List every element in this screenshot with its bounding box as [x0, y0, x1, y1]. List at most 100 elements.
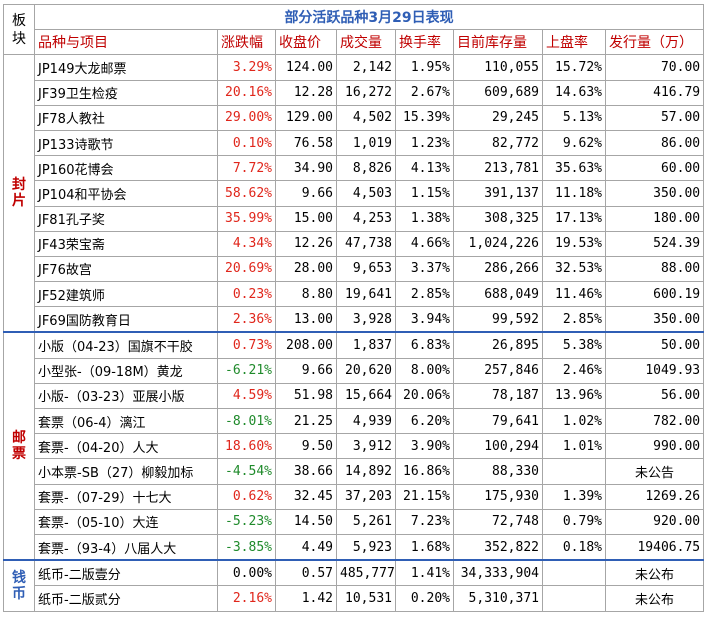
cell-stock: 1,024,226	[453, 230, 543, 257]
cell-turnover: 3.94%	[395, 306, 454, 333]
cell-stock: 29,245	[453, 104, 543, 131]
cell-turnover: 20.06%	[395, 382, 454, 410]
cell-listing: 14.63%	[542, 79, 606, 106]
cell-issue: 600.19	[604, 281, 705, 308]
cell-turnover: 1.15%	[395, 180, 454, 207]
cell-issue: 57.00	[604, 104, 705, 131]
cell-listing: 1.39%	[542, 483, 606, 510]
table-row: JP133诗歌节 0.10% 76.58 1,019 1.23% 82,772 9.62% 8…	[4, 129, 705, 157]
header-turnover: 换手率	[395, 29, 454, 56]
cell-change: 4.34%	[217, 230, 276, 257]
cell-change: 0.10%	[217, 129, 276, 157]
cell-turnover: 15.39%	[395, 104, 454, 131]
cell-close: 15.00	[275, 205, 337, 232]
cell-name: 纸币-二版壹分	[34, 559, 218, 587]
cell-stock: 286,266	[453, 255, 543, 283]
cell-stock: 110,055	[453, 54, 543, 81]
cell-listing: 2.46%	[542, 357, 606, 384]
cell-name: 小本票-SB（27）柳毅加标	[34, 458, 218, 485]
cell-name: 套票-（04-20）人大	[34, 433, 218, 460]
cell-turnover: 8.00%	[395, 357, 454, 384]
header-change: 涨跌幅	[217, 29, 276, 56]
cell-turnover: 1.95%	[395, 54, 454, 81]
cell-name: JF76故宫	[34, 255, 218, 283]
cell-volume: 4,253	[336, 205, 396, 232]
cell-name: 纸币-二版贰分	[34, 585, 218, 612]
cell-stock: 26,895	[453, 331, 543, 359]
cell-name: JF52建筑师	[34, 281, 218, 308]
cell-name: 套票-（93-4）八届人大	[34, 533, 218, 561]
cell-stock: 78,187	[453, 382, 543, 410]
cell-turnover: 6.20%	[395, 407, 454, 435]
cell-issue: 920.00	[604, 508, 705, 535]
table-row: JF69国防教育日 2.36% 13.00 3,928 3.94% 99,592 2.85%…	[4, 306, 705, 333]
cell-turnover: 4.66%	[395, 230, 454, 257]
header-volume: 成交量	[336, 29, 396, 56]
cell-volume: 20,620	[336, 357, 396, 384]
cell-issue: 524.39	[604, 230, 705, 257]
cell-volume: 15,664	[336, 382, 396, 410]
cell-change: 20.69%	[217, 255, 276, 283]
cell-close: 34.90	[275, 155, 337, 182]
section-label-char: 币	[12, 585, 26, 602]
cell-close: 124.00	[275, 54, 337, 81]
cell-volume: 4,939	[336, 407, 396, 435]
cell-change: 2.16%	[217, 585, 276, 612]
cell-turnover: 1.68%	[395, 533, 454, 561]
cell-volume: 47,738	[336, 230, 396, 257]
cell-stock: 308,325	[453, 205, 543, 232]
cell-close: 32.45	[275, 483, 337, 510]
table-row: 小本票-SB（27）柳毅加标 -4.54% 38.66 14,892 16.86% 88,…	[4, 458, 705, 485]
cell-close: 0.57	[275, 559, 337, 587]
cell-listing: 5.13%	[542, 104, 606, 131]
cell-listing: 35.63%	[542, 155, 606, 182]
cell-turnover: 2.67%	[395, 79, 454, 106]
cell-change: 18.60%	[217, 433, 276, 460]
cell-issue: 350.00	[604, 306, 705, 333]
cell-listing: 2.85%	[542, 306, 606, 333]
cell-volume: 4,502	[336, 104, 396, 131]
table-row: JP160花博会 7.72% 34.90 8,826 4.13% 213,781 35.63…	[4, 155, 705, 182]
cell-close: 51.98	[275, 382, 337, 410]
cell-listing: 13.96%	[542, 382, 606, 410]
table-row: 套票-（04-20）人大 18.60% 9.50 3,912 3.90% 100,294 1…	[4, 433, 705, 460]
cell-change: 29.00%	[217, 104, 276, 131]
cell-issue: 416.79	[604, 79, 705, 106]
cell-volume: 5,261	[336, 508, 396, 535]
section-label-char: 钱	[12, 569, 26, 586]
corner-label: 板 块	[3, 3, 35, 56]
table-row: 套票-（07-29）十七大 0.62% 32.45 37,203 21.15% 175,9…	[4, 483, 705, 510]
cell-close: 208.00	[275, 331, 337, 359]
cell-stock: 609,689	[453, 79, 543, 106]
cell-issue: 1269.26	[604, 483, 705, 510]
cell-listing: 1.02%	[542, 407, 606, 435]
table-row: 小型张-（09-18M）黄龙 -6.21% 9.66 20,620 8.00% 257,8…	[4, 357, 705, 384]
cell-issue: 未公告	[604, 458, 705, 485]
cell-volume: 9,653	[336, 255, 396, 283]
cell-turnover: 16.86%	[395, 458, 454, 485]
header-name: 品种与项目	[34, 29, 218, 56]
cell-change: 35.99%	[217, 205, 276, 232]
cell-stock: 34,333,904	[453, 559, 543, 587]
cell-listing	[542, 458, 606, 485]
cell-turnover: 2.85%	[395, 281, 454, 308]
table-row: JP104和平协会 58.62% 9.66 4,503 1.15% 391,137 11.1…	[4, 180, 705, 207]
cell-volume: 37,203	[336, 483, 396, 510]
cell-listing	[542, 559, 606, 587]
table-row: 套票-（05-10）大连 -5.23% 14.50 5,261 7.23% 72,748 0…	[4, 508, 705, 535]
cell-stock: 213,781	[453, 155, 543, 182]
cell-change: 58.62%	[217, 180, 276, 207]
cell-name: JP160花博会	[34, 155, 218, 182]
cell-close: 12.26	[275, 230, 337, 257]
cell-close: 129.00	[275, 104, 337, 131]
cell-change: 0.00%	[217, 559, 276, 587]
section-label: 邮票	[3, 331, 35, 561]
cell-volume: 14,892	[336, 458, 396, 485]
cell-name: JF78人教社	[34, 104, 218, 131]
header-issue: 发行量（万）	[604, 29, 705, 56]
table-title: 部分活跃品种3月29日表现	[33, 3, 705, 31]
cell-name: JP149大龙邮票	[34, 54, 218, 81]
cell-close: 14.50	[275, 508, 337, 535]
cell-listing: 0.79%	[542, 508, 606, 535]
cell-change: 20.16%	[217, 79, 276, 106]
